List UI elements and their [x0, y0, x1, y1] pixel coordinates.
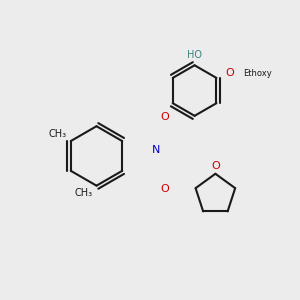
Text: Ethoxy: Ethoxy — [243, 69, 272, 78]
Text: HO: HO — [187, 50, 202, 60]
Text: O: O — [226, 68, 234, 79]
Text: CH₃: CH₃ — [48, 129, 66, 139]
Text: O: O — [211, 161, 220, 171]
Text: CH₃: CH₃ — [74, 188, 92, 198]
Text: N: N — [152, 145, 160, 155]
Text: O: O — [160, 184, 169, 194]
Text: O: O — [160, 112, 169, 122]
